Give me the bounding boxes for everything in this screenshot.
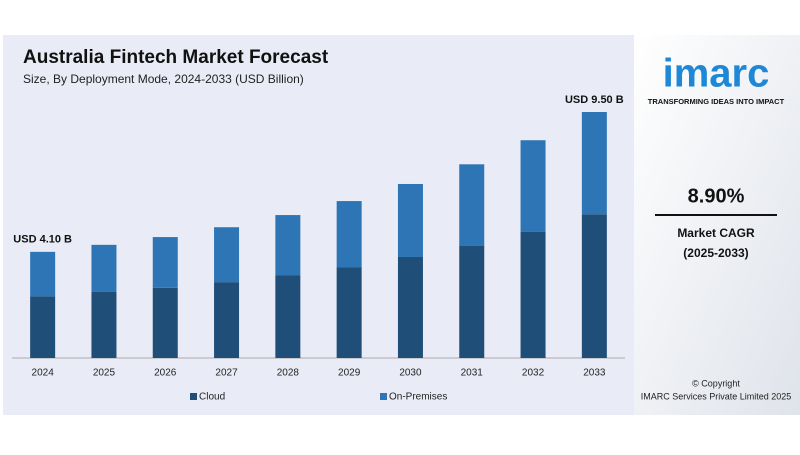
x-tick-label: 2024 <box>32 368 55 379</box>
legend-label: On-Premises <box>389 392 447 403</box>
bar-segment <box>520 231 546 358</box>
bar-segment <box>581 214 607 358</box>
bar-segment <box>459 164 485 246</box>
x-tick-label: 2027 <box>215 368 238 379</box>
x-tick-label: 2025 <box>93 368 116 379</box>
cagr-value: 8.90% <box>688 185 745 207</box>
bar-segment <box>152 287 178 358</box>
total-label: USD 9.50 B <box>565 94 624 106</box>
bar-segment <box>336 267 362 358</box>
bar-segment <box>91 291 117 358</box>
legend-swatch <box>380 393 387 400</box>
copyright: © Copyright <box>692 378 740 388</box>
bar-segment <box>214 282 240 358</box>
bar-segment <box>520 140 546 232</box>
bar-segment <box>336 201 362 268</box>
bar-segment <box>214 227 240 283</box>
chart-title: Australia Fintech Market Forecast <box>23 47 329 68</box>
company: IMARC Services Private Limited 2025 <box>641 391 792 401</box>
bar-segment <box>397 257 423 358</box>
bar-segment <box>152 237 178 288</box>
logo: imarc <box>663 52 770 96</box>
bar-segment <box>275 275 301 358</box>
x-tick-label: 2031 <box>461 368 484 379</box>
bar-segment <box>459 245 485 358</box>
x-tick-label: 2026 <box>154 368 177 379</box>
legend-swatch <box>190 393 197 400</box>
tagline: TRANSFORMING IDEAS INTO IMPACT <box>648 97 785 106</box>
sidebar-panel <box>634 35 800 415</box>
x-tick-label: 2032 <box>522 368 545 379</box>
bar-segment <box>397 183 423 258</box>
total-label: USD 4.10 B <box>13 234 72 246</box>
x-tick-label: 2029 <box>338 368 361 379</box>
bar-segment <box>30 251 56 297</box>
x-tick-label: 2028 <box>277 368 300 379</box>
chart-subtitle: Size, By Deployment Mode, 2024-2033 (USD… <box>23 72 304 86</box>
cagr-label: Market CAGR <box>677 226 755 240</box>
legend-label: Cloud <box>199 392 225 403</box>
bar-segment <box>91 244 117 292</box>
bar-segment <box>30 296 56 358</box>
bar-segment <box>275 215 301 276</box>
bar-segment <box>581 112 607 215</box>
x-tick-label: 2033 <box>583 368 606 379</box>
x-tick-label: 2030 <box>399 368 422 379</box>
cagr-period: (2025-2033) <box>683 246 748 260</box>
